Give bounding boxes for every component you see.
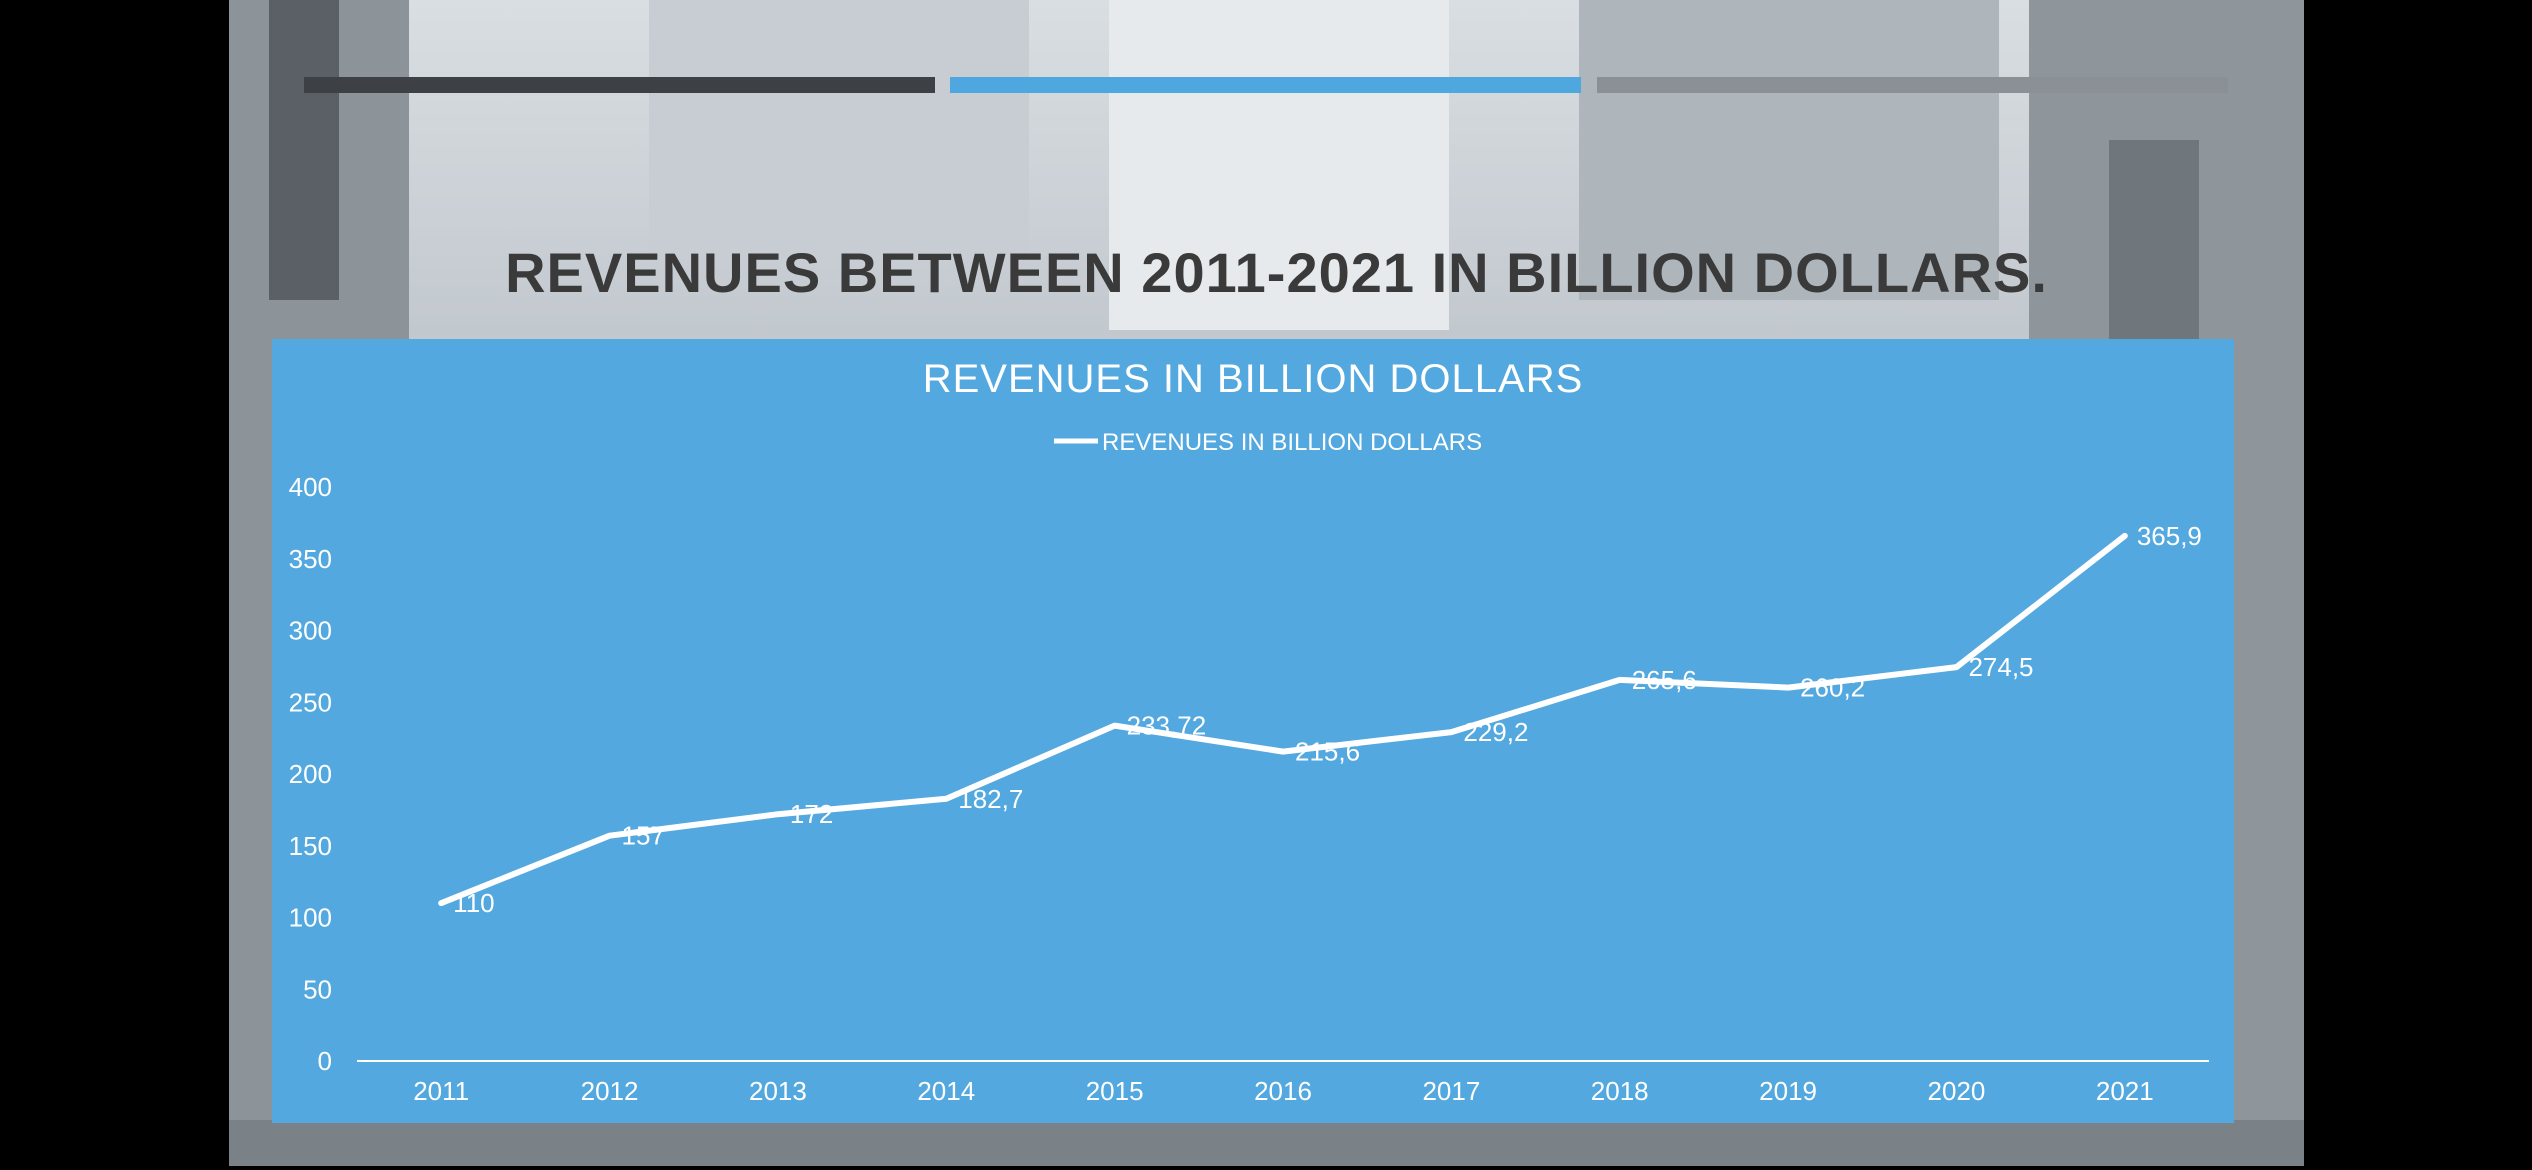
data-label: 265,6	[1632, 665, 1697, 695]
legend-label: REVENUES IN BILLION DOLLARS	[1102, 429, 1482, 456]
x-tick-label: 2016	[1254, 1076, 1312, 1106]
y-tick-label: 0	[318, 1046, 332, 1076]
chart-panel: REVENUES IN BILLION DOLLARS REVENUES IN …	[272, 339, 2234, 1123]
background-building	[1109, 0, 1449, 330]
y-axis: 0 50 100 150 200 250 300 350 400	[289, 472, 332, 1076]
accent-bar-blue	[950, 77, 1581, 93]
accent-bar-gray	[1597, 77, 2228, 93]
data-label: 157	[622, 821, 665, 851]
x-tick-label: 2013	[749, 1076, 807, 1106]
data-labels: 110 157 172 182,7 233,72 215,6 229,2 265,6 260,2…	[453, 521, 2202, 918]
x-tick-label: 2014	[917, 1076, 975, 1106]
y-tick-label: 100	[289, 903, 332, 933]
x-tick-label: 2012	[581, 1076, 639, 1106]
data-label: 274,5	[1968, 652, 2033, 682]
data-label: 260,2	[1800, 673, 1865, 703]
x-tick-label: 2021	[2096, 1076, 2154, 1106]
line-chart: REVENUES IN BILLION DOLLARS REVENUES IN …	[289, 357, 2209, 1106]
y-tick-label: 200	[289, 759, 332, 789]
series-line	[438, 532, 2128, 907]
chart-title: REVENUES IN BILLION DOLLARS	[923, 357, 1584, 401]
data-label: 365,9	[2137, 521, 2202, 551]
y-tick-label: 250	[289, 687, 332, 717]
y-tick-label: 150	[289, 831, 332, 861]
y-tick-label: 350	[289, 544, 332, 574]
accent-bar-dark	[304, 77, 935, 93]
x-tick-label: 2015	[1086, 1076, 1144, 1106]
background-building	[229, 1120, 2304, 1166]
x-tick-label: 2017	[1422, 1076, 1480, 1106]
data-label: 110	[453, 888, 494, 918]
background-building	[269, 0, 339, 300]
data-label: 233,72	[1127, 711, 1207, 741]
x-tick-label: 2011	[413, 1076, 469, 1106]
x-tick-label: 2018	[1591, 1076, 1649, 1106]
x-tick-label: 2020	[1928, 1076, 1986, 1106]
data-label: 172	[790, 799, 833, 829]
y-tick-label: 50	[303, 974, 332, 1004]
y-tick-label: 400	[289, 472, 332, 502]
x-tick-label: 2019	[1759, 1076, 1817, 1106]
background-building	[1579, 0, 1999, 300]
page-title: REVENUES BETWEEN 2011-2021 IN BILLION DO…	[505, 241, 2048, 304]
background-building	[649, 0, 1029, 260]
data-label: 215,6	[1295, 737, 1360, 767]
data-label: 229,2	[1463, 717, 1528, 747]
y-tick-label: 300	[289, 616, 332, 646]
data-label: 182,7	[958, 784, 1023, 814]
x-axis: 2011 2012 2013 2014 2015 2016 2017 2018 2019 2020…	[413, 1076, 2154, 1106]
